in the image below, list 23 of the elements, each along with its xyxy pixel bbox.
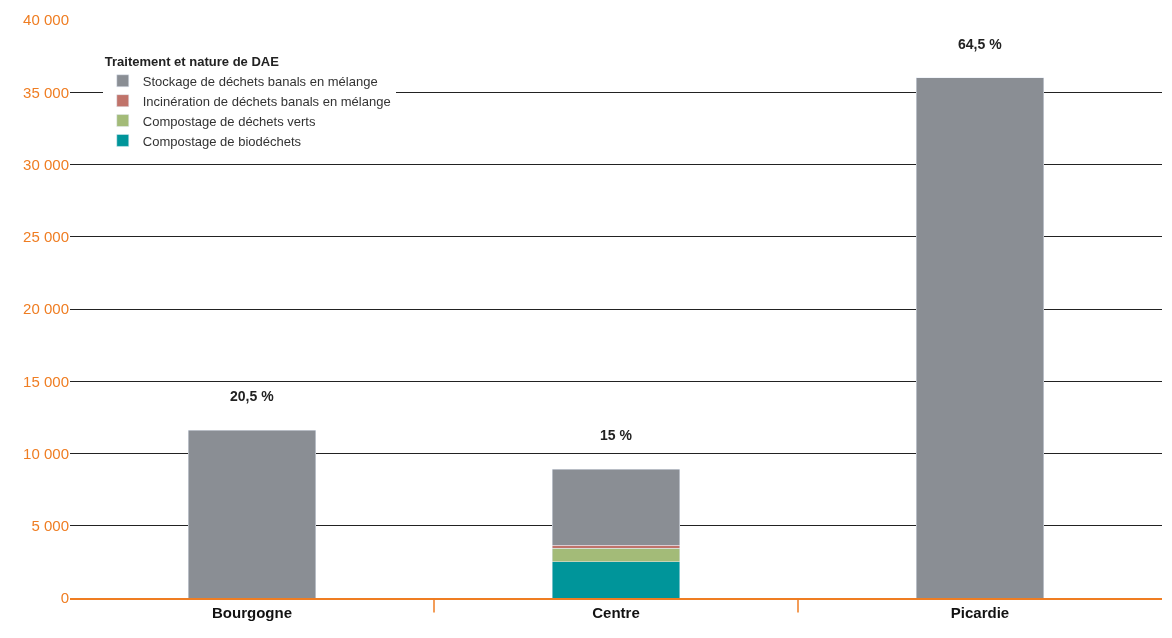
annotation: 20,5 % <box>230 388 275 404</box>
y-tick-label: 5 000 <box>31 517 69 534</box>
y-tick-label: 30 000 <box>23 155 69 173</box>
y-tick-label: 35 000 <box>23 83 69 101</box>
legend-title: Traitement et nature de DAE <box>104 53 280 69</box>
y-tick-label: 10 000 <box>23 444 69 462</box>
x-tick-label: Picardie <box>950 604 1010 621</box>
x-tick-label: Bourgogne <box>212 604 292 621</box>
annotation: 15 % <box>600 427 633 443</box>
bar <box>188 430 316 598</box>
y-tick-label: 20 000 <box>23 300 69 318</box>
legend-label: Compostage de biodéchets <box>142 133 302 149</box>
y-tick-label: 15 000 <box>23 372 69 390</box>
legend-label: Incinération de déchets banals en mélange <box>142 93 391 109</box>
bar <box>552 469 680 546</box>
x-tick-label: Centre <box>592 604 640 621</box>
y-tick-label: 0 <box>60 589 69 607</box>
y-tick-label: 40 000 <box>23 11 69 29</box>
legend-label: Stockage de déchets banals en mélange <box>142 73 378 89</box>
annotation: 64,5 % <box>958 36 1003 52</box>
legend-label: Compostage de déchets verts <box>142 113 316 129</box>
y-tick-label: 25 000 <box>23 228 69 245</box>
bar <box>916 77 1044 598</box>
